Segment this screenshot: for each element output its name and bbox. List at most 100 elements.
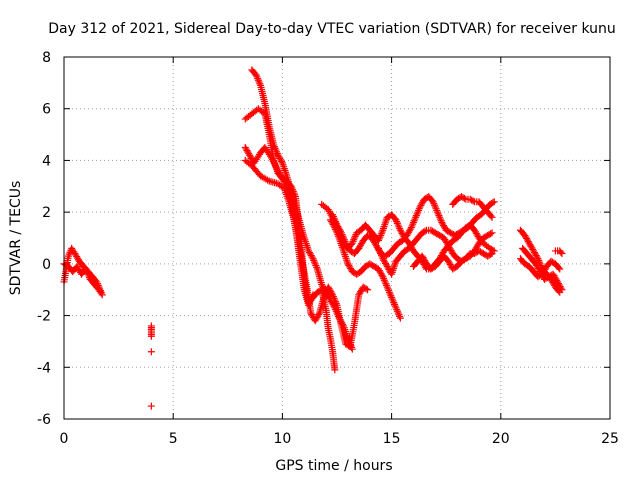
data-point [266,152,274,160]
data-point [377,250,385,258]
data-point [487,212,495,220]
data-point [85,272,93,280]
data-point [488,229,496,237]
y-tick-label: 4 [42,153,51,169]
data-point [433,206,441,214]
data-point [332,300,340,308]
data-point [256,80,264,88]
data-point [392,216,400,224]
data-point [252,71,260,79]
data-point [376,233,384,241]
data-point [364,286,372,294]
data-point [291,191,299,199]
data-point [465,251,473,259]
data-point [487,250,495,258]
data-point [393,219,401,227]
data-point [381,278,389,286]
data-point [98,291,106,299]
data-point [436,215,444,223]
data-point [334,232,342,240]
data-point [83,268,91,276]
data-point [392,304,400,312]
data-point [379,273,387,281]
data-point [406,225,414,233]
data-point [407,224,415,232]
data-point [487,230,495,238]
data-point [460,194,468,202]
data-point [377,231,385,239]
data-point [289,187,297,195]
data-point [488,213,496,221]
data-point [83,267,91,275]
data-point [97,289,105,297]
data-point [321,292,329,300]
data-point [375,246,383,254]
data-point [430,200,438,208]
data-point [254,76,262,84]
x-tick-label: 5 [169,431,178,447]
data-point [333,229,341,237]
data-point [332,225,340,233]
data-point [378,253,386,261]
x-tick-label: 20 [492,431,510,447]
data-point [414,208,422,216]
data-point [321,290,329,298]
data-point [413,210,421,218]
data-points [60,66,566,410]
data-point [394,221,402,229]
data-point [253,73,261,81]
data-point [385,287,393,295]
x-tick-label: 15 [383,431,401,447]
data-point [469,197,477,205]
data-point [393,307,401,315]
data-point [437,217,445,225]
data-point [432,205,440,213]
data-point [82,265,90,273]
data-point [377,251,385,259]
chart-title: Day 312 of 2021, Sidereal Day-to-day VTE… [48,21,616,37]
data-point [313,263,321,271]
y-tick-label: 6 [42,102,51,118]
data-point [394,309,402,317]
data-point [329,293,337,301]
data-point [320,293,328,301]
y-tick-label: -4 [37,360,51,376]
data-point [410,217,418,225]
data-point [555,264,563,272]
tick-labels: 0 5 10 15 20 25 -6 -4 -2 0 2 4 6 8 [37,50,619,447]
data-point [84,270,92,278]
data-point [558,286,566,294]
data-point [411,215,419,223]
data-point [415,205,423,213]
data-point [376,248,384,256]
data-point [331,296,339,304]
data-point [534,255,542,263]
data-point [278,157,286,165]
data-point [362,285,370,293]
data-point [556,265,564,273]
data-point [434,210,442,218]
data-point [489,246,497,254]
data-point [315,311,323,319]
data-point [330,294,338,302]
data-point [375,235,383,243]
data-point [331,366,339,374]
data-point [490,198,498,206]
data-point [383,283,391,291]
data-point [391,302,399,310]
plot-frame [63,56,611,420]
data-point [389,297,397,305]
data-point [334,231,342,239]
data-point [330,222,338,230]
data-point [557,284,565,292]
data-point [395,223,403,231]
data-point [435,212,443,220]
data-point [385,288,393,296]
y-axis-label: SDTVAR / TECUs [8,181,24,296]
y-tick-label: 2 [42,205,51,221]
data-point [312,262,320,270]
data-point [310,256,318,264]
y-tick-label: 8 [42,50,51,66]
data-point [393,218,401,226]
